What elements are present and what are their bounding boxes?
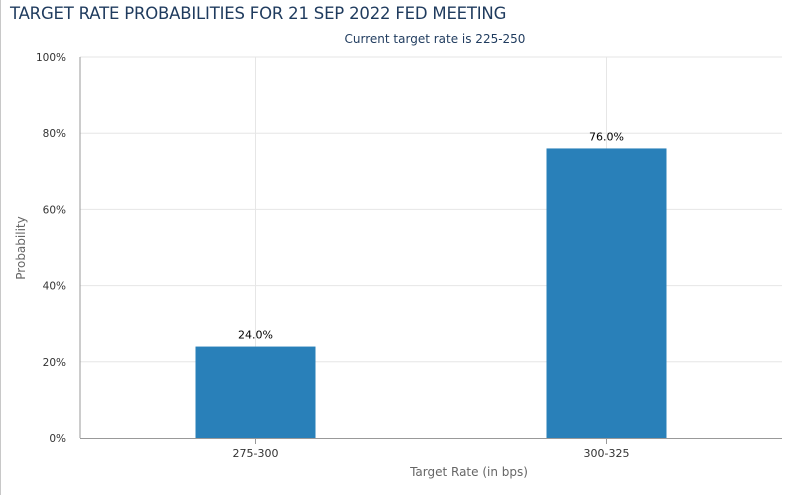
y-axis-title: Probability	[14, 216, 28, 279]
axes	[79, 57, 782, 444]
y-tick-label: 40%	[43, 281, 66, 293]
chart-title: TARGET RATE PROBABILITIES FOR 21 SEP 202…	[10, 4, 507, 23]
y-tick-label: 60%	[43, 204, 66, 216]
y-tick-label: 100%	[36, 52, 66, 64]
y-tick-label: 0%	[49, 433, 66, 445]
x-axis-title: Target Rate (in bps)	[409, 465, 528, 479]
x-tick-label: 300-325	[584, 447, 630, 460]
x-tick-label: 275-300	[233, 447, 279, 460]
data-label: 76.0%	[589, 130, 624, 143]
bar-300-325	[546, 148, 667, 438]
chart-subtitle: Current target rate is 225-250	[344, 32, 526, 46]
bar-275-300	[195, 346, 316, 438]
y-tick-label: 80%	[43, 128, 66, 140]
grid-lines	[80, 56, 782, 438]
bars	[195, 148, 667, 438]
y-tick-label: 20%	[43, 357, 66, 369]
labels: 0% 20% 40% 60% 80% 100% 24.0% 275-300 76.0% 300-3…	[36, 52, 630, 460]
data-label: 24.0%	[238, 329, 273, 342]
